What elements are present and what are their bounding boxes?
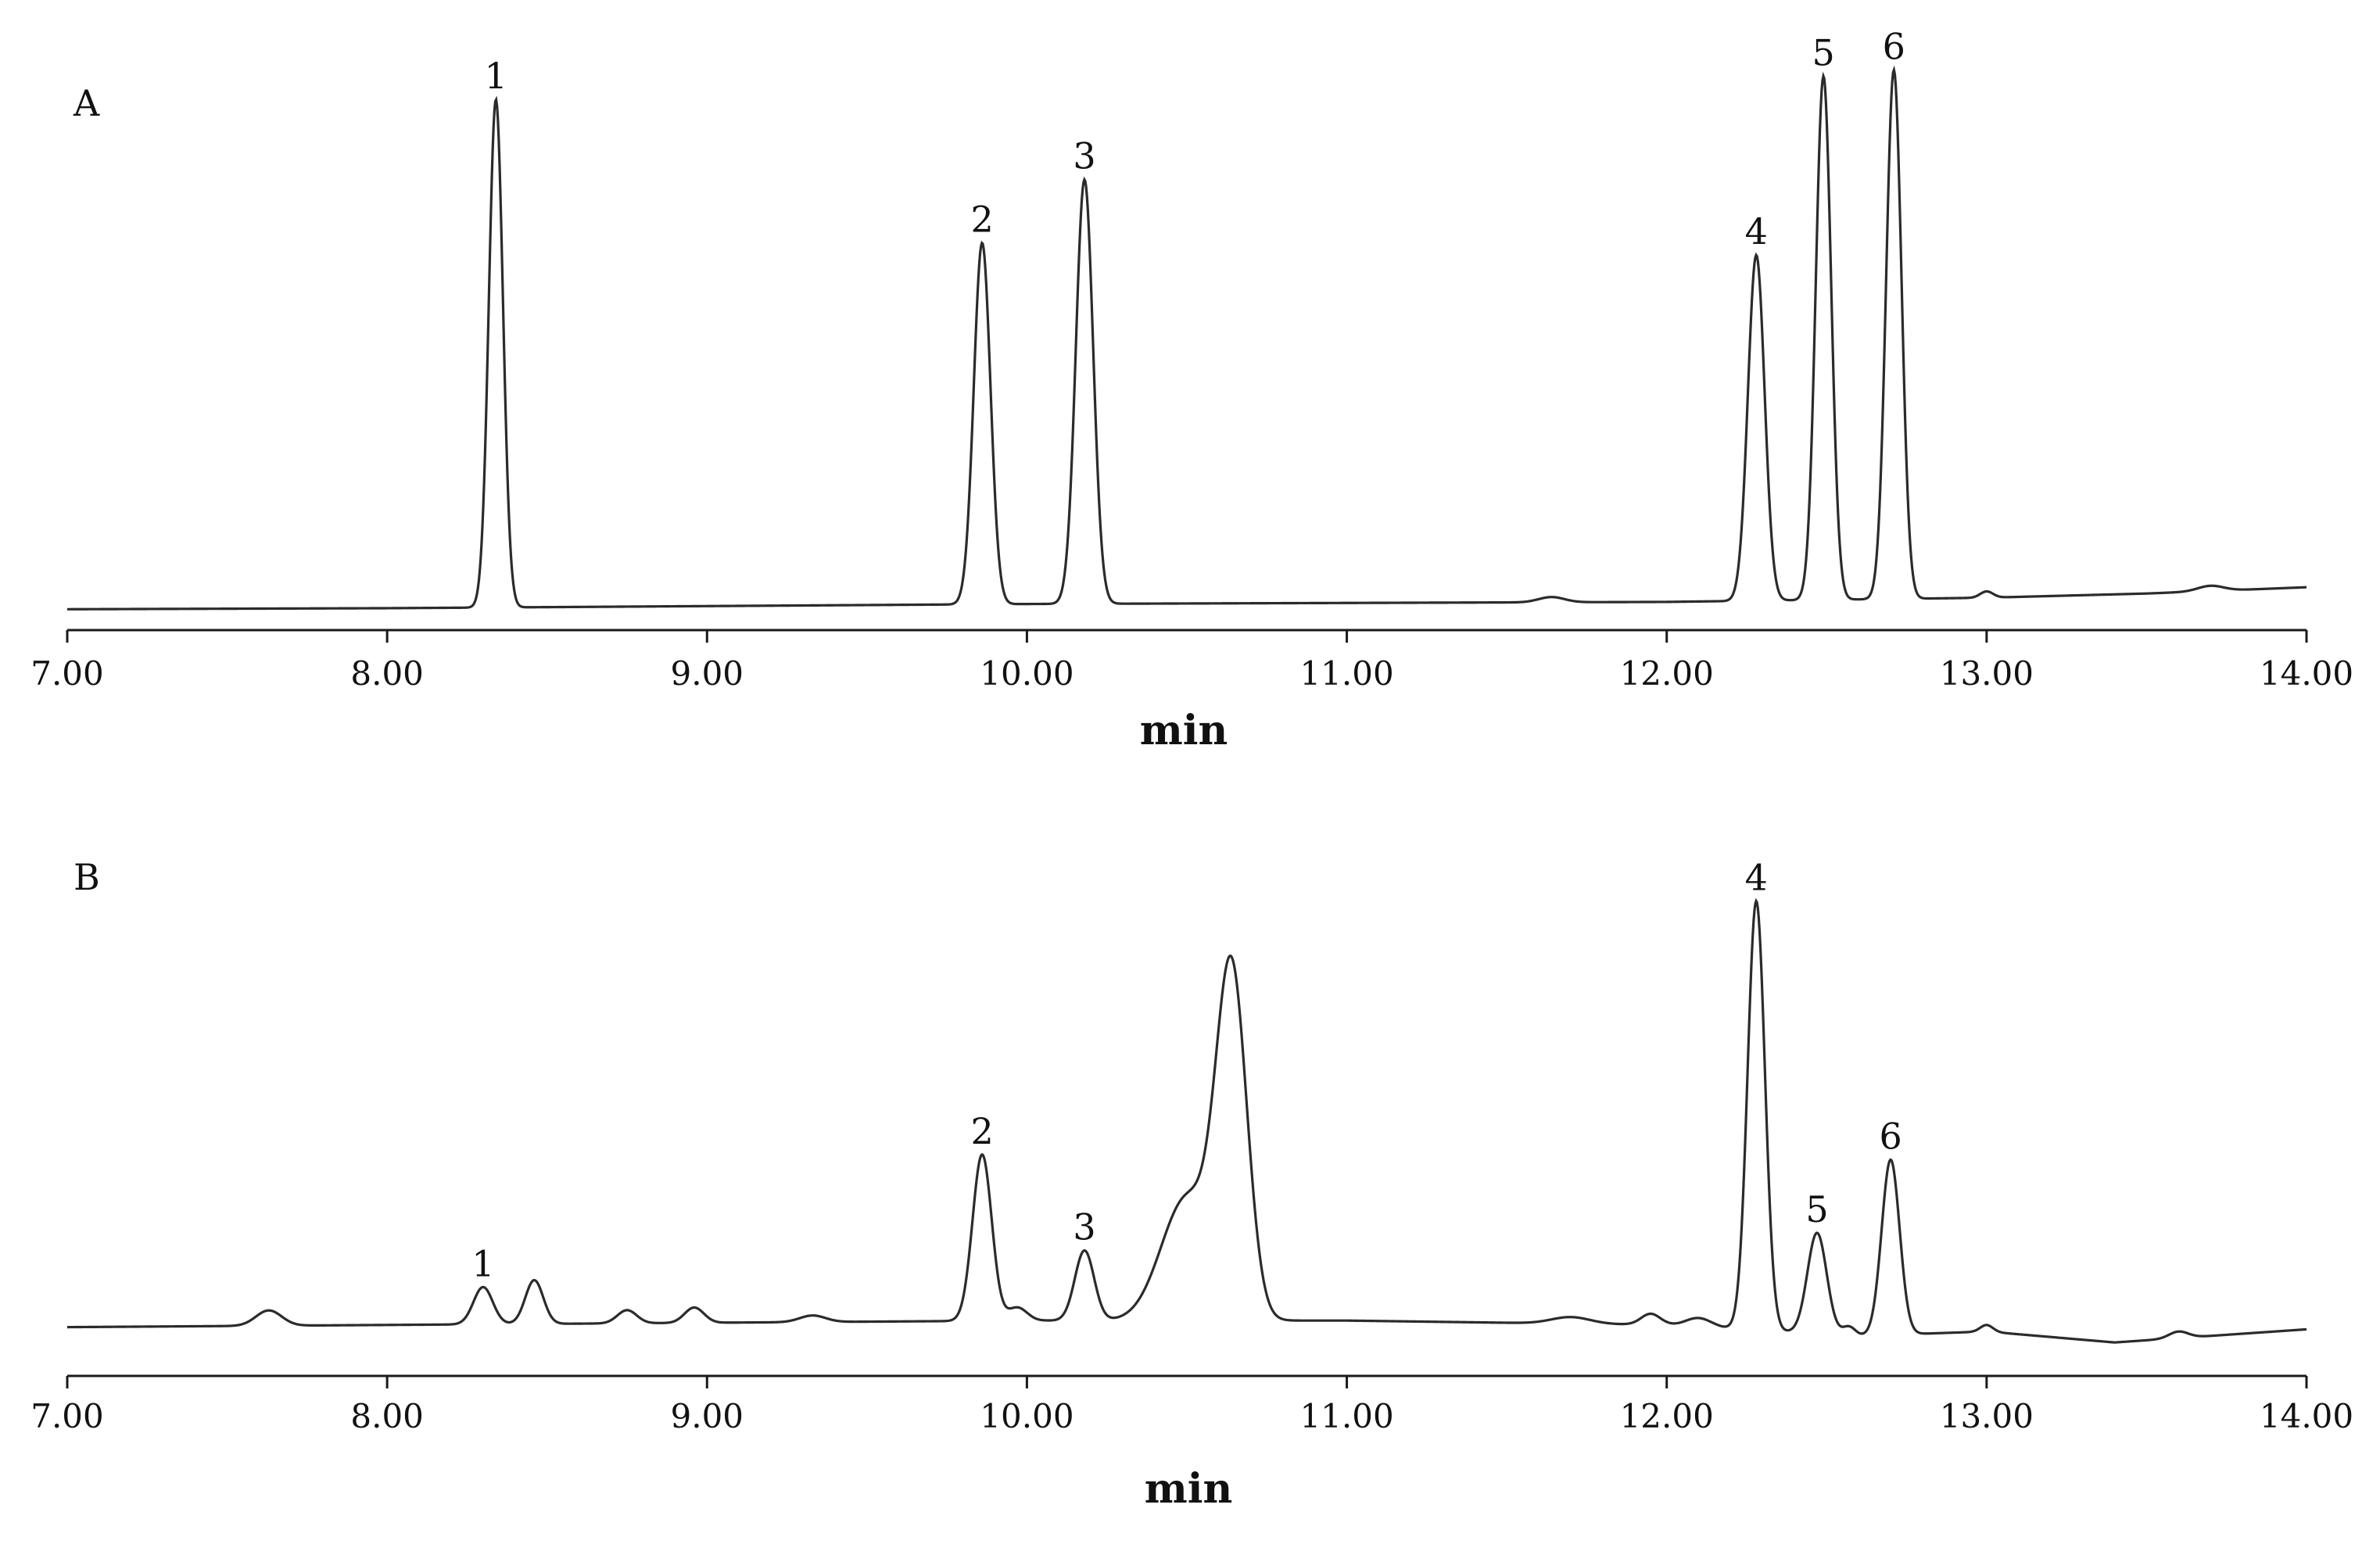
panel-a-x-axis-title: min xyxy=(1140,707,1228,754)
x-tick-label: 7.00 xyxy=(30,1397,104,1435)
peak-label-5: 5 xyxy=(1805,1188,1828,1231)
x-tick-label: 14.00 xyxy=(2260,1397,2353,1435)
panel-a-trace xyxy=(67,65,2307,611)
peak-label-2: 2 xyxy=(971,199,994,241)
panel-b-label: B xyxy=(73,856,100,898)
peak-label-4: 4 xyxy=(1745,210,1768,253)
panel-a-peak-labels: 1 2 3 4 5 6 xyxy=(485,25,1905,253)
x-tick-label: 12.00 xyxy=(1620,1397,1714,1435)
x-tick-label: 12.00 xyxy=(1620,654,1714,693)
peak-label-1: 1 xyxy=(485,55,507,97)
x-tick-label: 14.00 xyxy=(2260,654,2353,693)
x-tick-label: 8.00 xyxy=(350,1397,424,1435)
x-tick-label: 13.00 xyxy=(1940,1397,2034,1435)
x-tick-label: 13.00 xyxy=(1940,654,2034,693)
panel-b-ticks: 7.00 8.00 9.00 10.00 11.00 12.00 13.00 14.00 xyxy=(30,1376,2353,1435)
panel-a: A 7.00 8.00 9.00 10.00 11.00 12.00 13.00 14.00 … xyxy=(30,25,2353,754)
peak-label-3: 3 xyxy=(1073,135,1095,177)
peak-label-6: 6 xyxy=(1879,1115,1901,1157)
panel-a-ticks: 7.00 8.00 9.00 10.00 11.00 12.00 13.00 14.00 xyxy=(30,630,2353,693)
x-tick-label: 10.00 xyxy=(980,1397,1074,1435)
x-tick-label: 11.00 xyxy=(1299,1397,1393,1435)
x-tick-label: 9.00 xyxy=(671,654,744,693)
x-tick-label: 10.00 xyxy=(980,654,1074,693)
x-tick-label: 7.00 xyxy=(30,654,104,693)
peak-label-3: 3 xyxy=(1073,1206,1095,1248)
panel-b-x-axis-title: min xyxy=(1145,1465,1233,1513)
panel-b-peak-labels: 1 2 3 4 5 6 xyxy=(471,857,1902,1285)
panel-b-trace xyxy=(66,897,2307,1344)
peak-label-5: 5 xyxy=(1812,31,1835,73)
peak-label-1: 1 xyxy=(471,1242,494,1284)
panel-b: B 7.00 8.00 9.00 10.00 11.00 12.00 13.00 14.00 … xyxy=(30,856,2353,1513)
x-tick-label: 9.00 xyxy=(671,1397,744,1435)
peak-label-6: 6 xyxy=(1883,25,1905,67)
peak-label-2: 2 xyxy=(971,1110,994,1152)
x-tick-label: 8.00 xyxy=(350,654,424,693)
peak-label-4: 4 xyxy=(1745,857,1768,899)
panel-a-label: A xyxy=(73,82,100,124)
x-tick-label: 11.00 xyxy=(1299,654,1393,693)
